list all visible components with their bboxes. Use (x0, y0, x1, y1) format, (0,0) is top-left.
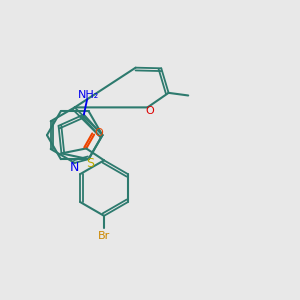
Text: N: N (70, 161, 80, 174)
Text: S: S (87, 157, 94, 170)
Text: Br: Br (98, 231, 110, 241)
Text: O: O (94, 128, 103, 138)
Text: NH₂: NH₂ (77, 90, 99, 100)
Text: O: O (145, 106, 154, 116)
